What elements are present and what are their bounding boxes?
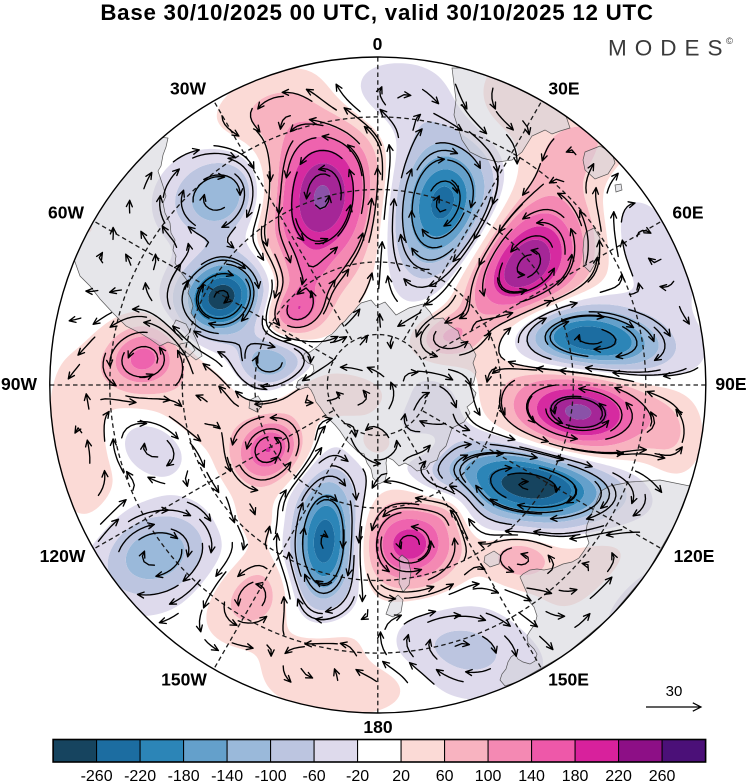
svg-text:60W: 60W xyxy=(48,203,84,223)
svg-text:140: 140 xyxy=(518,768,545,783)
svg-text:30W: 30W xyxy=(170,79,206,99)
svg-text:©: © xyxy=(726,36,733,47)
svg-text:-60: -60 xyxy=(303,768,326,783)
svg-text:180: 180 xyxy=(363,717,392,737)
svg-text:30E: 30E xyxy=(548,79,579,99)
svg-text:60E: 60E xyxy=(672,203,703,223)
svg-text:MODES: MODES xyxy=(608,36,731,61)
svg-text:60: 60 xyxy=(436,768,454,783)
svg-text:-220: -220 xyxy=(124,768,156,783)
svg-text:120E: 120E xyxy=(674,546,715,566)
svg-text:150W: 150W xyxy=(161,670,207,690)
svg-text:-20: -20 xyxy=(346,768,369,783)
svg-text:Base 30/10/2025 00 UTC, valid: Base 30/10/2025 00 UTC, valid 30/10/2025… xyxy=(100,0,653,25)
svg-text:-180: -180 xyxy=(168,768,200,783)
svg-text:100: 100 xyxy=(475,768,502,783)
svg-text:120W: 120W xyxy=(40,546,86,566)
svg-text:90W: 90W xyxy=(1,374,37,394)
svg-text:20: 20 xyxy=(392,768,410,783)
svg-text:260: 260 xyxy=(649,768,676,783)
svg-text:30: 30 xyxy=(666,683,683,700)
svg-text:150E: 150E xyxy=(548,670,589,690)
svg-text:90E: 90E xyxy=(715,374,746,394)
svg-text:220: 220 xyxy=(605,768,632,783)
svg-text:0: 0 xyxy=(373,34,383,54)
svg-text:-140: -140 xyxy=(211,768,243,783)
svg-text:-260: -260 xyxy=(81,768,113,783)
svg-text:-100: -100 xyxy=(255,768,287,783)
svg-text:180: 180 xyxy=(562,768,589,783)
